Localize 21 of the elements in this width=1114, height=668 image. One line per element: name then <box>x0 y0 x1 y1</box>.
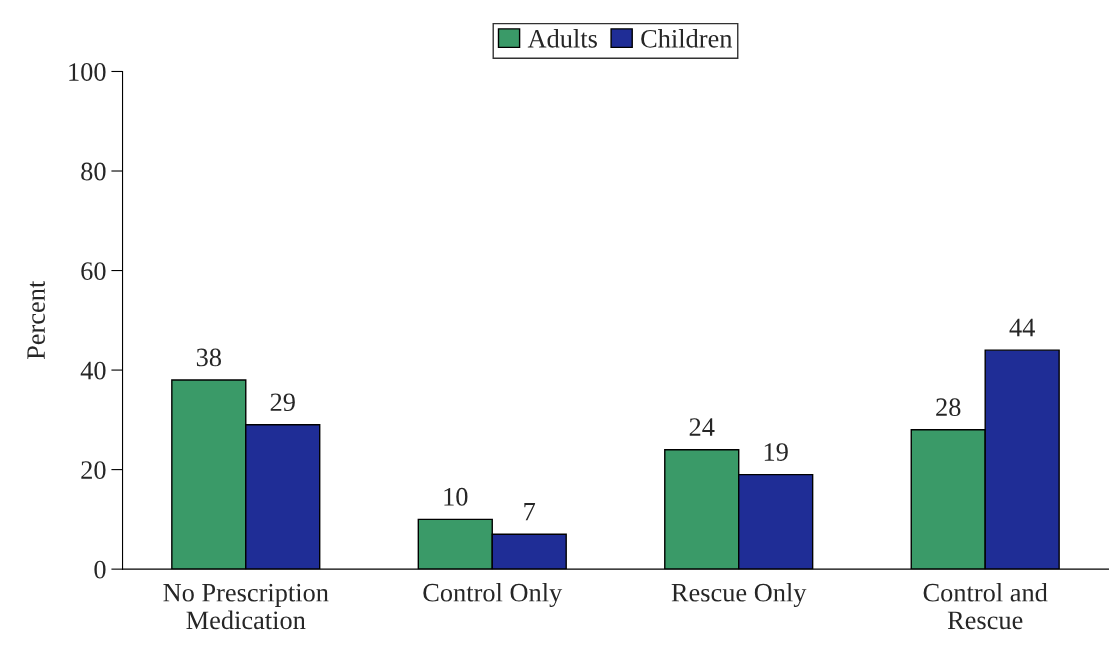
y-tick-label: 100 <box>69 63 106 81</box>
x-tick-label: Rescue Only <box>671 583 807 608</box>
legend-label: Adults <box>527 29 597 48</box>
data-label: 44 <box>1009 318 1035 337</box>
y-tick-label: 80 <box>81 162 106 181</box>
legend-label: Children <box>641 29 733 48</box>
data-label: 7 <box>524 503 536 521</box>
y-tick-label: 60 <box>81 262 106 280</box>
data-label: 19 <box>764 443 788 461</box>
x-tick-label: Control and Rescue <box>923 583 1048 630</box>
data-label: 28 <box>936 398 961 417</box>
data-label: 29 <box>270 393 295 412</box>
x-tick-label: Control Only <box>423 583 563 608</box>
data-label: 10 <box>444 487 468 506</box>
y-tick-label: 20 <box>81 461 106 480</box>
x-tick-label: No Prescription Medication <box>163 583 329 630</box>
y-tick-label: 40 <box>80 361 106 380</box>
data-label: 38 <box>196 348 221 367</box>
data-label: 24 <box>689 418 715 436</box>
y-axis-title: Percent <box>27 280 45 360</box>
y-tick-label: 0 <box>94 560 106 579</box>
